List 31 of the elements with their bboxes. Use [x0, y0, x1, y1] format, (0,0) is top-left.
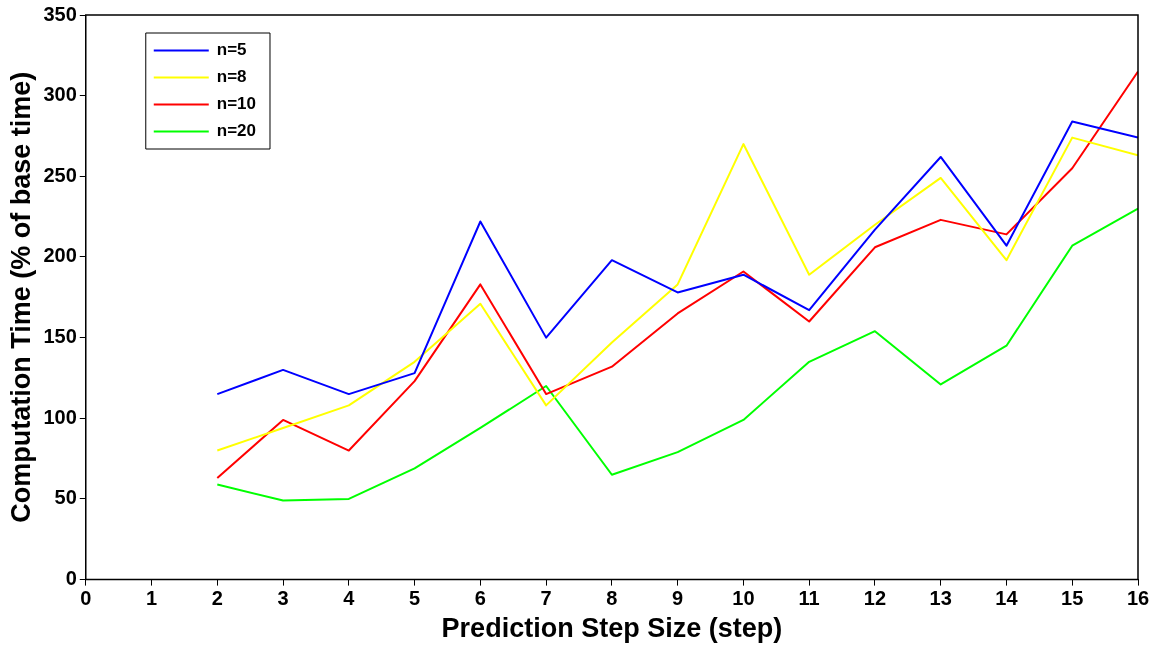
x-tick-label: 5: [409, 587, 421, 610]
x-tick-label: 7: [540, 587, 552, 610]
x-axis-title: Prediction Step Size (step): [441, 613, 783, 644]
x-tick-label: 1: [145, 587, 158, 610]
x-tick-label: 8: [606, 587, 618, 610]
x-tick-label: 10: [732, 587, 755, 610]
x-tick-label: 2: [211, 587, 223, 610]
y-tick-label: 300: [43, 83, 77, 106]
y-tick-label: 50: [54, 486, 77, 509]
legend-label: n=8: [216, 67, 247, 87]
x-tick-label: 9: [672, 587, 684, 610]
y-tick-label: 350: [43, 2, 77, 25]
x-tick-label: 13: [929, 587, 952, 610]
x-tick-label: 3: [277, 587, 289, 610]
x-tick-label: 12: [863, 587, 887, 610]
legend-label: n=10: [216, 94, 256, 114]
legend-label: n=5: [216, 40, 247, 60]
y-tick-label: 250: [43, 163, 77, 186]
x-tick-label: 11: [798, 587, 820, 610]
x-tick-label: 14: [995, 587, 1019, 610]
y-tick-label: 100: [43, 405, 77, 428]
legend-label: n=20: [216, 121, 256, 141]
y-tick-label: 200: [43, 244, 77, 267]
x-tick-label: 15: [1061, 587, 1084, 610]
y-tick-label: 150: [43, 325, 77, 348]
x-tick-label: 4: [343, 587, 356, 610]
x-tick-label: 0: [80, 587, 92, 610]
x-tick-label: 16: [1126, 587, 1150, 610]
y-axis-title: Computation Time (% of base time): [5, 71, 36, 523]
y-tick-label: 0: [65, 567, 77, 590]
x-tick-label: 6: [474, 587, 486, 610]
